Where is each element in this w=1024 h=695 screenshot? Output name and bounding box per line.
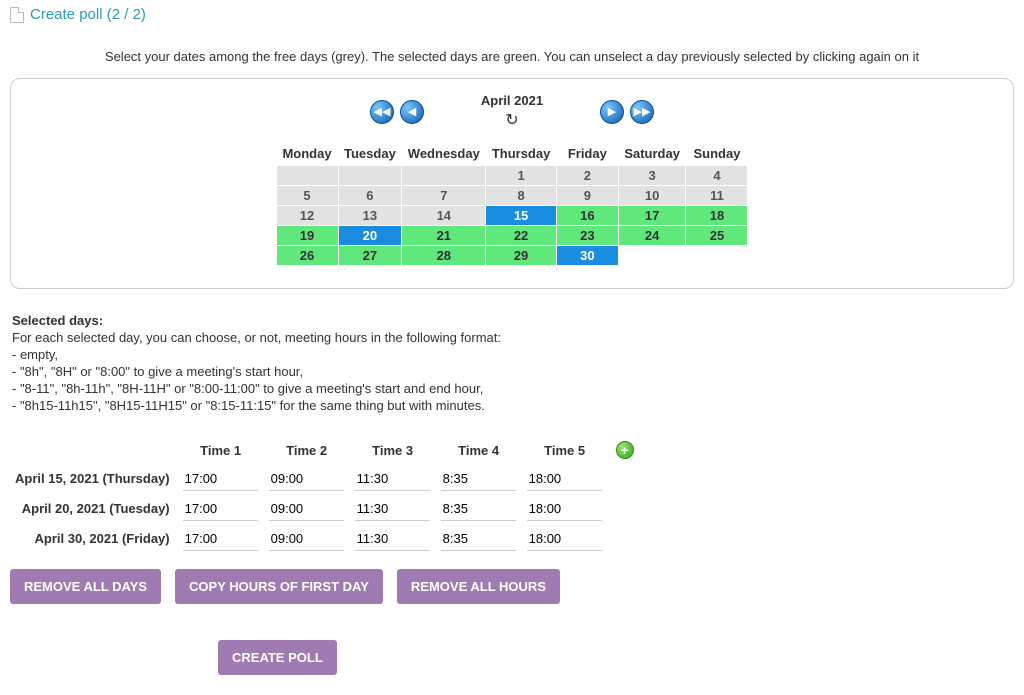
times-day-header	[10, 437, 178, 463]
calendar-day-cell[interactable]: 17	[618, 206, 686, 226]
selected-line5: - "8h15-11h15", "8H15-11H15" or "8:15-11…	[12, 398, 1014, 413]
times-table: Time 1Time 2Time 3Time 4Time 5 + April 15…	[10, 437, 642, 553]
calendar-day-cell[interactable]: 13	[338, 206, 402, 226]
calendar-day-cell[interactable]: 24	[618, 226, 686, 246]
action-button-row: REMOVE ALL DAYS COPY HOURS OF FIRST DAY …	[10, 569, 1014, 604]
calendar-panel: ◀◀ ◀ April 2021 ↻ ▶ ▶▶ MondayTuesdayWedn…	[10, 78, 1014, 289]
time-input[interactable]	[527, 495, 602, 521]
time-input[interactable]	[441, 465, 516, 491]
remove-all-hours-button[interactable]: REMOVE ALL HOURS	[397, 569, 560, 604]
selected-line2: - empty,	[12, 347, 1014, 362]
page-title: Create poll (2 / 2)	[30, 6, 146, 23]
time-input[interactable]	[269, 465, 344, 491]
calendar-weekday-header: Tuesday	[338, 142, 402, 166]
calendar-day-cell[interactable]: 22	[486, 226, 557, 246]
calendar-day-cell[interactable]: 25	[686, 226, 748, 246]
time-input[interactable]	[355, 495, 430, 521]
calendar-day-cell	[686, 246, 748, 266]
calendar-weekday-header: Sunday	[686, 142, 748, 166]
selected-line4: - "8-11", "8h-11h", "8H-11H" or "8:00-11…	[12, 381, 1014, 396]
next-month-button[interactable]: ▶	[600, 100, 624, 124]
time-input[interactable]	[441, 495, 516, 521]
time-row-day-label: April 20, 2021 (Tuesday)	[10, 493, 178, 523]
calendar-day-cell[interactable]: 9	[556, 186, 618, 206]
prev-year-button[interactable]: ◀◀	[370, 100, 394, 124]
selected-heading: Selected days:	[12, 313, 103, 328]
calendar-day-cell[interactable]: 4	[686, 166, 748, 186]
calendar-weekday-header: Thursday	[486, 142, 557, 166]
time-input[interactable]	[183, 495, 258, 521]
nav-next-group: ▶ ▶▶	[600, 100, 654, 124]
time-input[interactable]	[269, 525, 344, 551]
calendar-day-cell[interactable]: 6	[338, 186, 402, 206]
time-input[interactable]	[355, 525, 430, 551]
create-poll-button[interactable]: CREATE POLL	[218, 640, 337, 675]
calendar-day-cell	[618, 246, 686, 266]
calendar-weekday-header: Monday	[276, 142, 338, 166]
calendar-title-col: April 2021 ↻	[452, 93, 572, 130]
add-time-column: +	[608, 437, 642, 463]
time-column-header: Time 4	[436, 437, 522, 463]
calendar-header: ◀◀ ◀ April 2021 ↻ ▶ ▶▶	[21, 93, 1003, 130]
time-column-header: Time 5	[522, 437, 608, 463]
page-header: Create poll (2 / 2)	[10, 6, 1014, 23]
instructions-text: Select your dates among the free days (g…	[10, 49, 1014, 64]
create-row: CREATE POLL	[10, 640, 1014, 675]
calendar-day-cell[interactable]: 5	[276, 186, 338, 206]
copy-hours-button[interactable]: COPY HOURS OF FIRST DAY	[175, 569, 383, 604]
calendar-day-cell	[402, 166, 486, 186]
calendar-day-cell[interactable]: 12	[276, 206, 338, 226]
document-icon	[10, 7, 24, 23]
calendar-day-cell[interactable]: 18	[686, 206, 748, 226]
calendar-day-cell[interactable]: 16	[556, 206, 618, 226]
calendar-weekday-header: Wednesday	[402, 142, 486, 166]
time-row-day-label: April 30, 2021 (Friday)	[10, 523, 178, 553]
selected-line3: - "8h", "8H" or "8:00" to give a meeting…	[12, 364, 1014, 379]
calendar-day-cell[interactable]: 29	[486, 246, 557, 266]
calendar-day-cell[interactable]: 19	[276, 226, 338, 246]
time-column-header: Time 1	[178, 437, 264, 463]
next-year-button[interactable]: ▶▶	[630, 100, 654, 124]
calendar-day-cell[interactable]: 30	[556, 246, 618, 266]
time-row-day-label: April 15, 2021 (Thursday)	[10, 463, 178, 493]
calendar-day-cell[interactable]: 20	[338, 226, 402, 246]
calendar-day-cell[interactable]: 23	[556, 226, 618, 246]
time-input[interactable]	[183, 465, 258, 491]
calendar-day-cell[interactable]: 8	[486, 186, 557, 206]
calendar-day-cell[interactable]: 3	[618, 166, 686, 186]
time-input[interactable]	[527, 465, 602, 491]
time-input[interactable]	[183, 525, 258, 551]
calendar-day-cell[interactable]: 2	[556, 166, 618, 186]
nav-prev-group: ◀◀ ◀	[370, 100, 424, 124]
calendar-weekday-header: Friday	[556, 142, 618, 166]
prev-month-button[interactable]: ◀	[400, 100, 424, 124]
calendar-day-cell[interactable]: 28	[402, 246, 486, 266]
add-time-button[interactable]: +	[616, 441, 634, 459]
reload-icon[interactable]: ↻	[505, 110, 518, 130]
calendar-day-cell[interactable]: 21	[402, 226, 486, 246]
calendar-weekday-header: Saturday	[618, 142, 686, 166]
calendar-day-cell	[276, 166, 338, 186]
calendar-day-cell[interactable]: 26	[276, 246, 338, 266]
calendar-table: MondayTuesdayWednesdayThursdayFridaySatu…	[276, 142, 749, 266]
calendar-month-label: April 2021	[452, 93, 572, 108]
time-input[interactable]	[269, 495, 344, 521]
calendar-day-cell[interactable]: 1	[486, 166, 557, 186]
remove-all-days-button[interactable]: REMOVE ALL DAYS	[10, 569, 161, 604]
time-column-header: Time 2	[264, 437, 350, 463]
calendar-day-cell	[338, 166, 402, 186]
time-input[interactable]	[527, 525, 602, 551]
calendar-day-cell[interactable]: 27	[338, 246, 402, 266]
calendar-day-cell[interactable]: 7	[402, 186, 486, 206]
time-input[interactable]	[441, 525, 516, 551]
selected-days-section: Selected days: For each selected day, yo…	[10, 313, 1014, 413]
calendar-day-cell[interactable]: 14	[402, 206, 486, 226]
calendar-day-cell[interactable]: 10	[618, 186, 686, 206]
time-input[interactable]	[355, 465, 430, 491]
calendar-day-cell[interactable]: 11	[686, 186, 748, 206]
time-column-header: Time 3	[350, 437, 436, 463]
selected-line1: For each selected day, you can choose, o…	[12, 330, 1014, 345]
calendar-day-cell[interactable]: 15	[486, 206, 557, 226]
